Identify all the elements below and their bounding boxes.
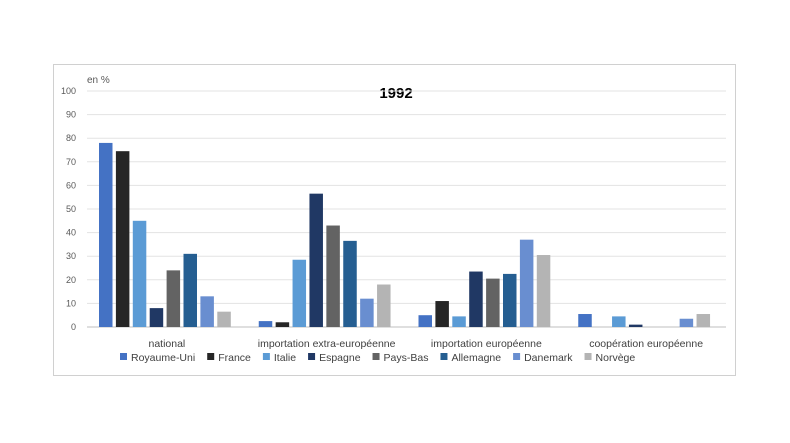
legend-label: Royaume-Uni: [131, 352, 195, 364]
bar: [578, 314, 592, 327]
x-category-label: national: [148, 338, 185, 350]
x-category-label: importation extra-européenne: [258, 338, 396, 350]
legend-item: Royaume-Uni: [120, 352, 195, 364]
bar: [503, 273, 517, 327]
y-tick-label: 20: [66, 275, 76, 285]
bar: [377, 284, 391, 327]
legend-label: Norvège: [596, 352, 636, 364]
y-tick-label: 50: [66, 204, 76, 214]
bar: [360, 298, 374, 327]
bar: [309, 193, 323, 327]
bar: [696, 314, 711, 327]
bar: [166, 270, 181, 327]
y-tick-label: 30: [66, 251, 76, 261]
gridlines: [87, 90, 726, 328]
y-tick-label: 100: [61, 86, 76, 96]
bar: [217, 311, 231, 327]
y-tick-label: 70: [66, 157, 76, 167]
bar: [200, 296, 214, 327]
y-tick-label: 40: [66, 228, 76, 238]
bar: [343, 240, 357, 327]
bar: [326, 225, 340, 327]
bar: [486, 278, 500, 327]
legend-item: Pays-Bas: [372, 352, 429, 364]
legend-item: Italie: [262, 352, 296, 364]
bar: [536, 255, 551, 327]
x-category-label: coopération européenne: [589, 338, 703, 350]
chart-title: 1992: [379, 85, 412, 102]
legend-swatch: [513, 353, 521, 360]
legend-label: Danemark: [524, 352, 573, 364]
bar: [418, 315, 432, 327]
bar: [292, 259, 307, 327]
legend-swatch: [207, 353, 215, 360]
bar: [469, 271, 483, 327]
legend-swatch: [440, 353, 448, 360]
bar: [132, 220, 147, 327]
y-tick-label: 90: [66, 110, 76, 120]
bar: [275, 322, 290, 327]
legend-label: Pays-Bas: [384, 352, 429, 364]
chart-frame: 1992 en % 0 10 20 30 40 50 60 70 80 90 100 nationa…: [53, 64, 736, 376]
legend-label: Espagne: [319, 352, 361, 364]
legend-item: France: [207, 352, 251, 364]
x-axis-categories: national importation extra-européenne impo…: [148, 338, 703, 350]
legend: Royaume-Uni France Italie Espagne Pays-Bas Al…: [120, 352, 635, 364]
y-unit-label: en %: [87, 75, 110, 86]
bar: [435, 301, 449, 327]
legend-swatch: [262, 353, 270, 360]
legend-label: Italie: [274, 352, 296, 364]
bar: [612, 316, 626, 327]
legend-item: Allemagne: [440, 352, 501, 364]
bar: [452, 316, 466, 327]
y-tick-label: 10: [66, 298, 76, 308]
legend-label: Allemagne: [451, 352, 501, 364]
legend-swatch: [584, 353, 592, 360]
bar: [258, 321, 273, 327]
y-axis-ticks: 0 10 20 30 40 50 60 70 80 90 100: [61, 86, 76, 332]
bar: [115, 151, 130, 327]
legend-item: Espagne: [308, 352, 361, 364]
bar: [183, 253, 197, 327]
bar: [519, 239, 534, 327]
x-category-label: importation européenne: [431, 338, 542, 350]
bar: [99, 142, 113, 327]
legend-label: France: [218, 352, 251, 364]
y-tick-label: 0: [71, 322, 76, 332]
bar-chart: 1992 en % 0 10 20 30 40 50 60 70 80 90 100 nationa…: [61, 75, 726, 364]
bars: [99, 142, 711, 327]
legend-item: Norvège: [584, 352, 636, 364]
y-tick-label: 60: [66, 180, 76, 190]
legend-swatch: [308, 353, 316, 360]
y-tick-label: 80: [66, 133, 76, 143]
bar: [628, 324, 643, 327]
bar: [149, 308, 164, 327]
legend-swatch: [120, 353, 127, 360]
legend-item: Danemark: [513, 352, 573, 364]
legend-swatch: [372, 353, 380, 360]
bar: [679, 318, 694, 327]
